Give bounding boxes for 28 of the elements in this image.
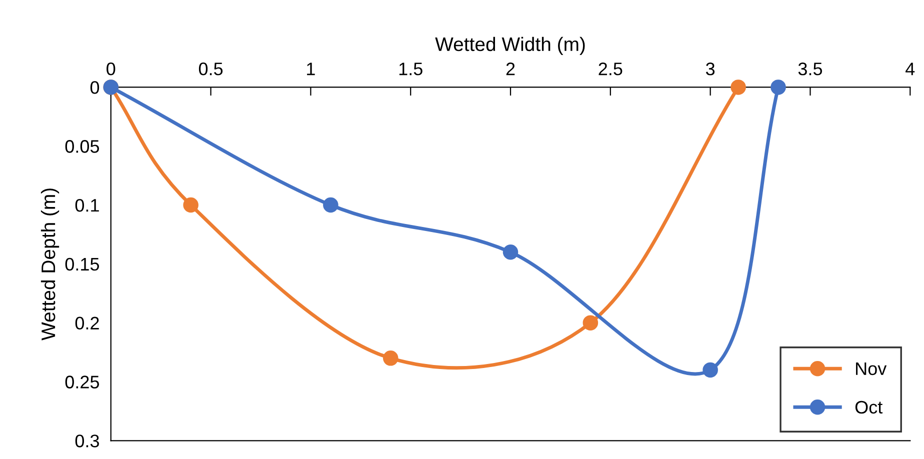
x-axis-title: Wetted Width (m) [435, 36, 585, 55]
x-tick-label: 2.5 [598, 62, 622, 76]
point [702, 362, 718, 378]
y-tick-label: 0.2 [75, 316, 99, 330]
y-tick-label: 0.1 [75, 198, 99, 212]
y-tick-label: 0 [90, 81, 100, 94]
x-tick-label: 3 [706, 62, 715, 76]
y-axis-title: Wetted Depth (m) [40, 188, 60, 340]
x-tick-label: 1 [307, 62, 315, 76]
x-tick-label: 4 [906, 62, 915, 76]
point [183, 197, 198, 213]
y-tick-label: 0.25 [65, 376, 100, 388]
y-tick-label: 0.3 [75, 434, 99, 448]
x-tick-label: 1.5 [399, 62, 422, 76]
legend-label: Oct [855, 400, 883, 414]
x-tick-label: 3.5 [798, 62, 822, 76]
point [382, 350, 398, 366]
point [323, 197, 338, 213]
x-tick-label: 0.5 [198, 62, 223, 76]
x-tick-label: 0 [106, 62, 116, 76]
point [582, 315, 598, 330]
x-tick-label: 2 [506, 62, 515, 76]
legend-label: Nov [856, 362, 887, 376]
y-tick-label: 0.15 [65, 258, 100, 271]
y-tick-label: 0.05 [65, 140, 100, 153]
point [502, 244, 518, 260]
point [730, 80, 746, 95]
point [770, 80, 786, 95]
